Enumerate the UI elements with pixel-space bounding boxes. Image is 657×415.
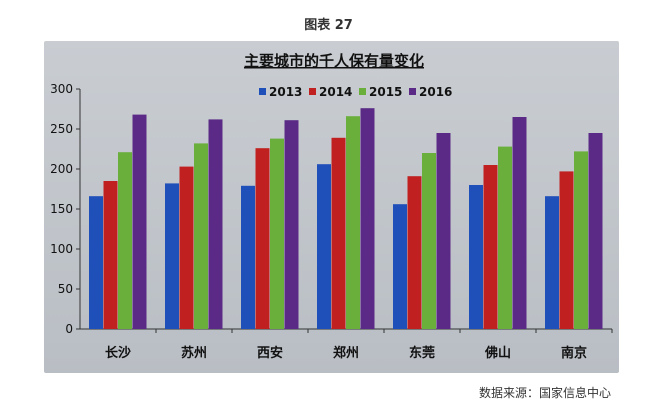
figure-caption: 图表 27 — [304, 18, 353, 33]
legend-label: 2016 — [419, 85, 452, 99]
bar — [346, 116, 360, 329]
x-tick-label: 长沙 — [105, 345, 131, 361]
bar — [284, 120, 299, 329]
bar — [241, 185, 255, 329]
bar — [545, 196, 559, 329]
y-tick-label: 300 — [50, 82, 73, 96]
bar — [512, 117, 527, 329]
legend-label: 2013 — [269, 85, 302, 99]
chart-bars — [89, 108, 603, 330]
bar — [436, 133, 451, 329]
y-tick-label: 0 — [65, 322, 73, 336]
legend-swatch — [309, 88, 316, 95]
bar — [574, 151, 588, 329]
bar — [393, 204, 407, 329]
legend-label: 2015 — [369, 85, 402, 99]
bar — [255, 148, 270, 329]
bar — [317, 164, 331, 329]
bar — [331, 137, 346, 329]
bar — [165, 183, 179, 329]
bar — [498, 146, 512, 329]
bar — [103, 181, 118, 329]
bar — [179, 166, 194, 329]
bar — [559, 171, 574, 329]
x-tick-label: 苏州 — [181, 345, 207, 361]
y-tick-label: 50 — [58, 282, 73, 296]
bar — [422, 153, 436, 329]
legend-swatch — [409, 88, 416, 95]
x-tick-label: 西安 — [257, 345, 283, 361]
bar — [588, 133, 603, 329]
bar — [208, 119, 223, 330]
legend-swatch — [259, 88, 266, 95]
chart-title: 主要城市的千人保有量变化 — [244, 52, 424, 70]
chart-legend: 2013 2014 2015 2016 — [259, 85, 452, 99]
bar — [360, 108, 375, 329]
source-note: 数据来源：国家信息中心 — [478, 386, 611, 400]
x-tick-label: 东莞 — [409, 345, 435, 361]
x-tick-label: 郑州 — [333, 345, 359, 361]
x-tick-label: 佛山 — [484, 345, 511, 361]
chart-photo: 主要城市的千人保有量变化 2013 2014 2015 2016 0 50 100 150 2… — [44, 41, 619, 373]
y-tick-label: 200 — [50, 162, 73, 176]
bar — [407, 176, 422, 329]
x-tick-label: 南京 — [561, 345, 587, 361]
x-axis-labels: 长沙 苏州 西安 郑州 东莞 佛山 南京 — [105, 345, 587, 361]
legend-label: 2014 — [319, 85, 352, 99]
bar — [483, 165, 498, 329]
bar — [270, 138, 284, 329]
bar — [89, 196, 103, 329]
y-tick-label: 100 — [50, 242, 73, 256]
bar — [469, 185, 483, 329]
y-tick-label: 150 — [50, 202, 73, 216]
bar-chart: 主要城市的千人保有量变化 2013 2014 2015 2016 0 50 100 150 2… — [50, 52, 613, 361]
bar — [132, 114, 147, 329]
bar — [194, 143, 208, 329]
y-tick-label: 250 — [50, 122, 73, 136]
legend-swatch — [359, 88, 366, 95]
bar — [118, 152, 132, 329]
